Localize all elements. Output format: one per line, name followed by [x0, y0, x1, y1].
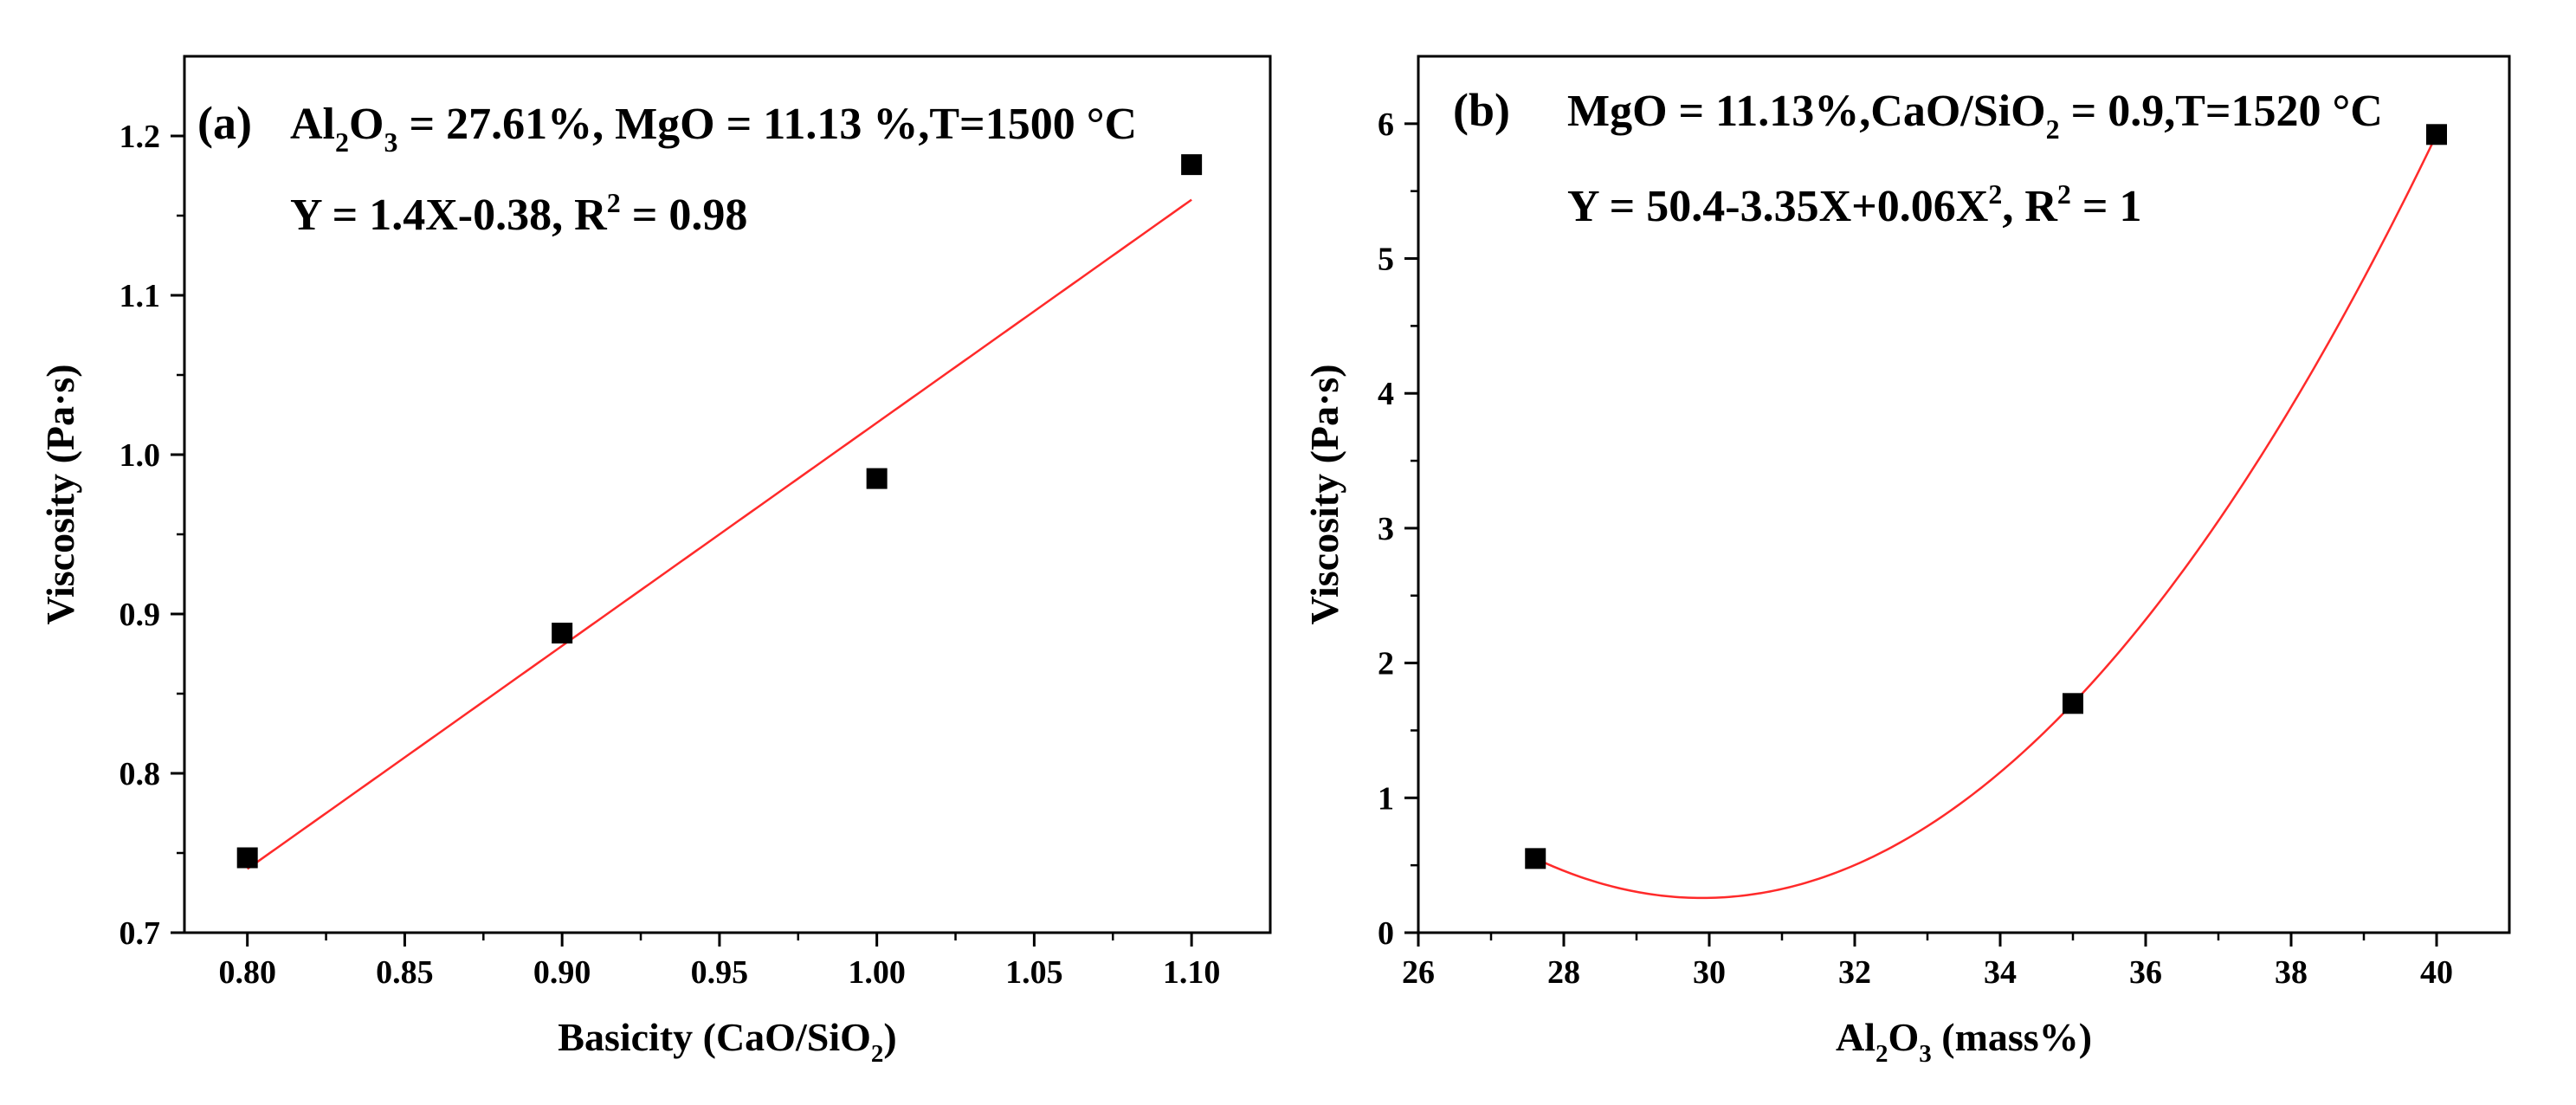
x-tick-label: 34 — [1984, 954, 2017, 991]
plot-frame — [183, 55, 1272, 934]
y-tick-label: 1.0 — [119, 437, 161, 474]
annotation-conditions: Al2O3 = 27.61%, MgO = 11.13 %,T=1500 °C — [290, 100, 1137, 158]
annotation-conditions-part: Al — [290, 100, 335, 149]
y-tick-label: 5 — [1378, 242, 1394, 278]
x-tick-label: 0.95 — [691, 954, 749, 991]
annotation-fit-equation-part: 2 — [2057, 178, 2071, 210]
data-point — [236, 847, 258, 869]
plot-frame — [1417, 55, 2511, 934]
x-axis-label-part: Basicity (CaO/SiO — [558, 1015, 871, 1059]
y-tick-label: 0.9 — [119, 597, 161, 633]
fit-curve — [246, 198, 1192, 870]
x-axis-label-part: O — [1888, 1015, 1919, 1059]
y-tick-label: 4 — [1378, 376, 1394, 412]
panel-label: (a) — [197, 97, 252, 149]
y-axis-label: Viscosity (Pa·s) — [1302, 364, 1346, 624]
x-tick-label: 0.80 — [218, 954, 276, 991]
data-point — [866, 468, 888, 489]
x-axis-label: Al2O3 (mass%) — [1836, 1015, 2092, 1068]
x-tick-label: 0.90 — [533, 954, 591, 991]
data-point — [552, 623, 573, 644]
annotation-conditions-part: O — [349, 100, 384, 149]
x-tick-label: 1.10 — [1163, 954, 1221, 991]
annotation-fit-equation: Y = 1.4X-0.38, R2 = 0.98 — [290, 187, 747, 240]
annotation-conditions-part: MgO = 11.13%,CaO/SiO — [1567, 87, 2046, 136]
data-point — [2426, 124, 2447, 145]
x-axis-label-part: 3 — [1919, 1040, 1932, 1068]
y-tick-label: 1.2 — [119, 119, 161, 155]
data-point — [2063, 693, 2083, 714]
annotation-fit-equation: Y = 50.4-3.35X+0.06X2, R2 = 1 — [1567, 178, 2142, 231]
x-tick-label: 36 — [2129, 954, 2162, 991]
y-tick-label: 6 — [1378, 107, 1394, 143]
annotation-conditions-part: 3 — [384, 126, 397, 158]
x-tick-label: 38 — [2275, 954, 2308, 991]
y-axis-label: Viscosity (Pa·s) — [38, 364, 82, 624]
x-axis-label-part: 2 — [871, 1040, 884, 1068]
y-tick-label: 0.7 — [119, 915, 161, 952]
annotation-conditions-part: 2 — [335, 126, 349, 158]
annotation-fit-equation-part: = 0.98 — [621, 191, 748, 240]
annotation-fit-equation-part: Y = 1.4X-0.38, R — [290, 191, 608, 240]
y-tick-label: 1 — [1378, 780, 1394, 817]
annotation-conditions: MgO = 11.13%,CaO/SiO2 = 0.9,T=1520 °C — [1567, 87, 2383, 145]
data-point — [1525, 848, 1546, 869]
x-tick-label: 26 — [1402, 954, 1435, 991]
annotation-conditions-part: = 27.61%, MgO = 11.13 %,T=1500 °C — [397, 100, 1137, 149]
x-axis-label-part: 2 — [1876, 1040, 1888, 1068]
annotation-fit-equation-part: = 1 — [2071, 182, 2142, 231]
chart-panel-a: 0.80 0.85 0.90 0.95 1.00 1.05 1.10 0.7 0.8 0.9 1.0… — [38, 55, 1272, 1068]
y-tick-label: 1.1 — [119, 278, 161, 314]
y-tick-label: 0 — [1378, 915, 1394, 952]
y-tick-label: 3 — [1378, 511, 1394, 547]
data-point — [1181, 154, 1203, 176]
y-tick-label: 2 — [1378, 646, 1394, 682]
x-tick-label: 40 — [2420, 954, 2453, 991]
x-tick-label: 32 — [1838, 954, 1871, 991]
x-axis-label-part: ) — [883, 1015, 896, 1059]
y-tick-label: 0.8 — [119, 756, 161, 792]
x-tick-label: 30 — [1693, 954, 1726, 991]
x-tick-label: 28 — [1547, 954, 1580, 991]
panel-label: (b) — [1453, 84, 1510, 136]
annotation-conditions-part: = 0.9,T=1520 °C — [2060, 87, 2383, 136]
x-axis-label-part: Al — [1836, 1015, 1876, 1059]
x-tick-label: 1.00 — [848, 954, 906, 991]
x-tick-label: 1.05 — [1005, 954, 1063, 991]
annotation-fit-equation-part: 2 — [607, 187, 621, 218]
annotation-fit-equation-part: , R — [2002, 182, 2058, 231]
x-tick-label: 0.85 — [376, 954, 434, 991]
annotation-conditions-part: 2 — [2046, 113, 2060, 145]
annotation-fit-equation-part: Y = 50.4-3.35X+0.06X — [1567, 182, 1988, 231]
fit-curve — [1534, 133, 2438, 900]
x-axis-label: Basicity (CaO/SiO2) — [558, 1015, 896, 1068]
annotation-fit-equation-part: 2 — [1988, 178, 2002, 210]
x-axis-label-part: (mass%) — [1932, 1015, 2092, 1059]
